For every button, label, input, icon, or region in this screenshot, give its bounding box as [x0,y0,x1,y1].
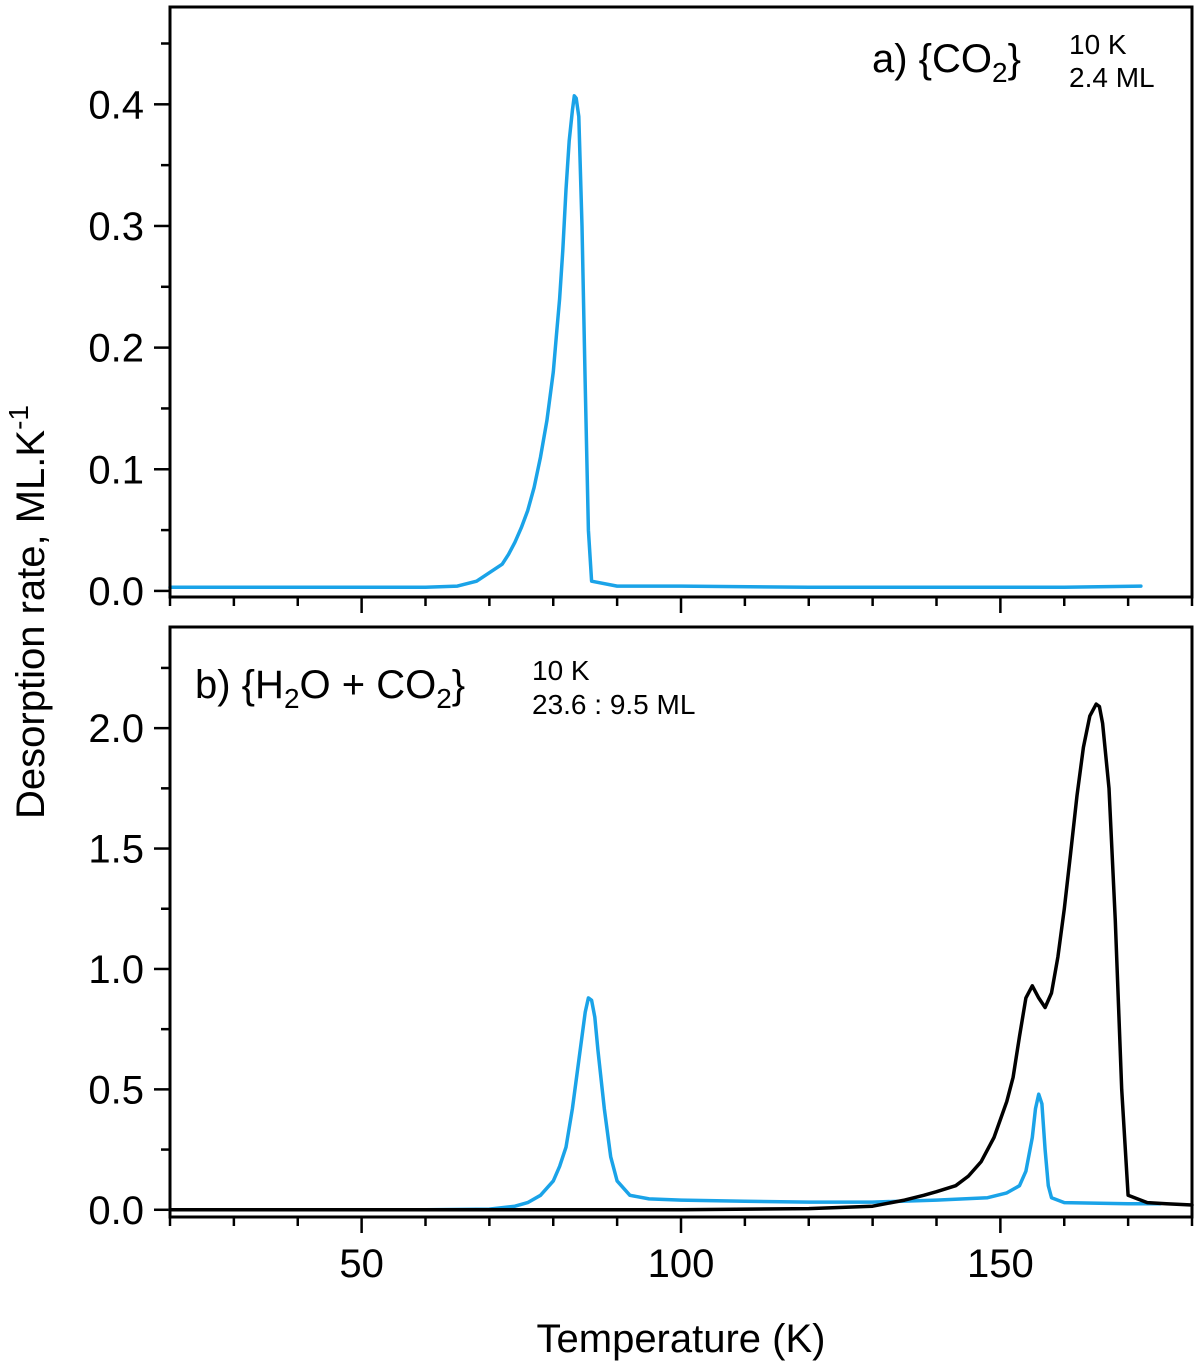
ytick-labels-b: 0.0 0.5 1.0 1.5 2.0 [88,707,144,1233]
ytick-label-a: 0.4 [88,83,144,127]
xtick-label-b: 50 [339,1242,384,1286]
ytick-label-b: 2.0 [88,707,144,751]
xtick-label-b: 100 [648,1242,715,1286]
x-axis-label: Temperature (K) [537,1317,826,1361]
ytick-label-a: 0.3 [88,205,144,249]
ticks-b [154,666,1194,1233]
panel-a: 0.0 0.1 0.2 0.3 0.4 a) {CO2} 10 K 2.4 ML [88,5,1194,614]
ytick-label-a: 0.1 [88,448,144,492]
xtick-label-b: 150 [967,1242,1034,1286]
plot-frame-b [168,625,1194,1219]
series-a [168,94,1143,590]
series-b [168,702,1194,1212]
ytick-label-b: 1.0 [88,948,144,992]
panel-b: 0.00.51.01.52.0 50 100 150 b) {H2O + CO2} … [88,625,1194,1286]
series-line-b-1 [168,702,1194,1212]
series-line-b-0 [168,996,1162,1212]
ytick-label-a: 0.0 [88,570,144,614]
panel-b-label-subright: 23.6 : 9.5 ML [532,689,695,720]
ticks-a [154,42,1194,613]
panel-b-label-sup: 10 K [532,655,590,686]
ytick-label-b: 0.0 [88,1189,144,1233]
plot-frame-a [168,5,1194,599]
xtick-labels-b: 50 100 150 [339,1242,1033,1286]
series-line-a-0 [168,94,1143,590]
panel-a-label-subright: 2.4 ML [1069,62,1155,93]
ytick-label-b: 0.5 [88,1068,144,1112]
ytick-label-b: 1.5 [88,828,144,872]
ytick-labels-a: 0.0 0.1 0.2 0.3 0.4 [88,83,144,614]
panel-b-label: b) {H2O + CO2} [195,663,465,714]
ytick-label-a: 0.2 [88,327,144,371]
panel-a-label-sup: 10 K [1069,29,1127,60]
y-axis-label: Desorption rate, ML.K-1 [3,405,53,819]
panel-a-label: a) {CO2} [872,37,1021,88]
